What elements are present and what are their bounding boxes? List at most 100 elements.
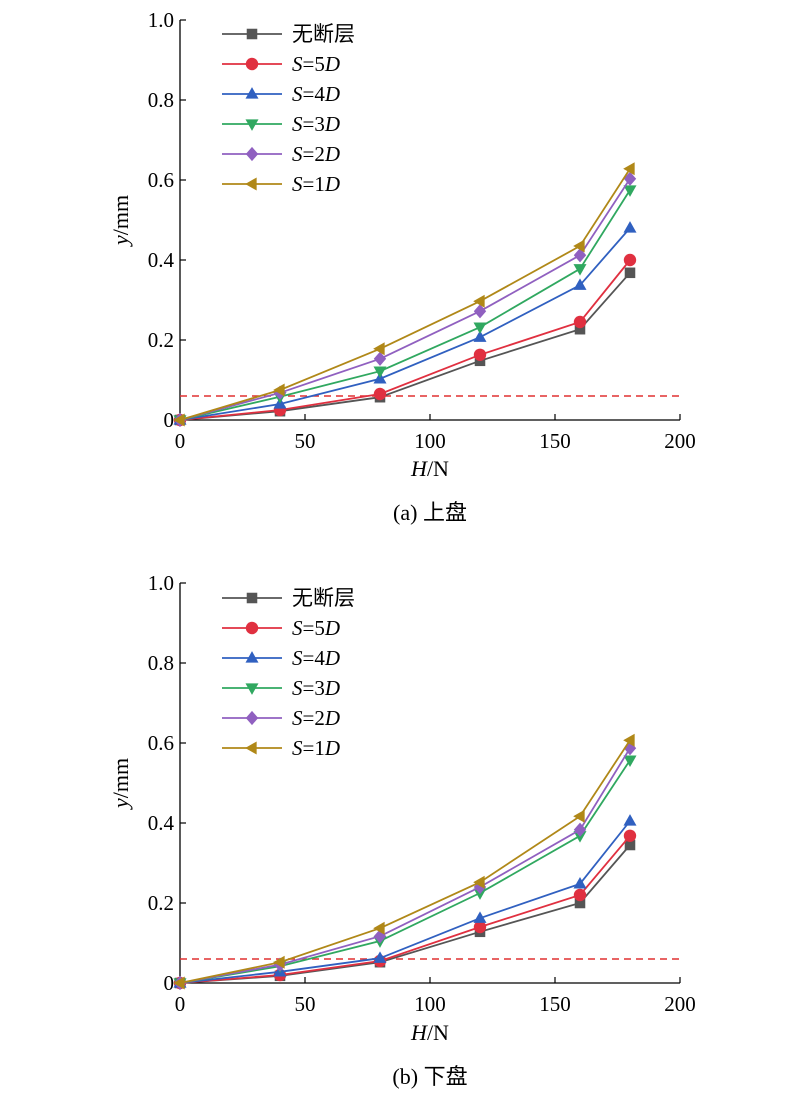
legend-marker: [245, 651, 259, 663]
legend-label: S=2D: [292, 706, 340, 730]
data-point: [623, 829, 637, 842]
legend-marker: [245, 710, 259, 726]
data-point: [273, 383, 285, 397]
legend-label: 无断层: [292, 586, 355, 610]
y-tick-label: 0.6: [148, 731, 174, 755]
data-point: [373, 921, 385, 935]
data-point: [574, 323, 586, 335]
y-tick-label: 1.0: [148, 571, 174, 595]
legend-marker: [246, 28, 258, 40]
y-tick-label: 1.0: [148, 8, 174, 32]
data-point: [573, 876, 587, 889]
x-tick-label: 150: [539, 992, 571, 1016]
y-axis-title: y/mm: [108, 758, 133, 810]
data-point: [623, 814, 637, 826]
data-point: [623, 253, 637, 267]
data-point: [473, 920, 487, 934]
data-point: [473, 911, 487, 923]
legend-label: S=4D: [292, 646, 340, 670]
legend-marker: [245, 146, 259, 162]
data-point: [623, 733, 635, 747]
x-tick-label: 100: [414, 429, 446, 453]
data-point: [373, 366, 387, 379]
data-point: [473, 294, 485, 308]
legend-label: S=1D: [292, 172, 340, 196]
legend-label: S=2D: [292, 142, 340, 166]
data-point: [373, 387, 387, 401]
series-line: [179, 739, 631, 984]
y-axis-title: y/mm: [108, 195, 133, 247]
x-axis-title: H/N: [410, 1020, 449, 1045]
legend-label: S=4D: [292, 82, 340, 106]
data-point: [573, 315, 587, 329]
series-line: [179, 844, 631, 984]
data-point: [623, 185, 637, 197]
legend-label: S=5D: [292, 52, 340, 76]
plot-area: 0 0.2 0.4 0.6 0.8 1.0 0 50 100 150 200 无断层 S=5D S=4D S…: [148, 571, 696, 1016]
series-line: [179, 227, 631, 421]
legend-marker: [246, 592, 258, 604]
series-line: [179, 168, 631, 421]
data-point: [573, 278, 587, 290]
data-point: [573, 239, 585, 253]
x-tick-label: 100: [414, 992, 446, 1016]
data-point: [473, 330, 487, 342]
x-tick-label: 50: [295, 992, 316, 1016]
data-point: [473, 322, 487, 335]
data-point: [473, 348, 487, 361]
series-line: [179, 835, 631, 984]
x-tick-label: 50: [295, 429, 316, 453]
data-point: [373, 951, 387, 963]
data-point: [373, 342, 385, 356]
data-point: [373, 351, 387, 366]
data-point: [624, 839, 636, 851]
legend-label: S=1D: [292, 736, 340, 760]
panel-caption: (b) 下盘: [392, 1064, 467, 1089]
y-tick-label: 0.8: [148, 88, 174, 112]
x-tick-label: 200: [664, 992, 696, 1016]
data-point: [473, 875, 485, 889]
x-tick-label: 200: [664, 429, 696, 453]
legend-marker: [245, 119, 259, 131]
legend-marker: [245, 177, 257, 191]
y-tick-label: 0.2: [148, 891, 174, 915]
panel-caption: (a) 上盘: [393, 500, 467, 525]
legend-marker: [245, 57, 259, 71]
data-point: [623, 755, 637, 768]
x-tick-label: 0: [175, 429, 186, 453]
chart-panel-upper: 0 0.2 0.4 0.6 0.8 1.0 0 50 100 150 200 无断层 S=5D S=4D S…: [108, 8, 696, 525]
series-line: [179, 747, 631, 984]
series-line: [179, 178, 631, 421]
data-point: [573, 264, 587, 276]
legend-label: S=3D: [292, 112, 340, 136]
data-point: [624, 267, 636, 279]
series-line: [179, 272, 631, 421]
y-tick-label: 0.2: [148, 328, 174, 352]
series-line: [179, 759, 631, 984]
data-point: [574, 897, 586, 909]
x-tick-label: 150: [539, 429, 571, 453]
y-tick-label: 0.4: [148, 811, 175, 835]
legend-label: S=3D: [292, 676, 340, 700]
data-point: [273, 955, 285, 969]
plot-area: 0 0.2 0.4 0.6 0.8 1.0 0 50 100 150 200 无断层 S=5D S=4D S…: [148, 8, 696, 453]
y-tick-label: 0.4: [148, 248, 175, 272]
data-point: [573, 822, 587, 837]
y-tick-label: 0: [164, 971, 175, 995]
y-tick-label: 0.6: [148, 168, 174, 192]
data-point: [173, 976, 185, 990]
legend-label: 无断层: [292, 22, 355, 46]
x-axis-title: H/N: [410, 456, 449, 481]
legend-label: S=5D: [292, 616, 340, 640]
legend-marker: [245, 741, 257, 755]
series-line: [179, 189, 631, 421]
data-point: [573, 888, 587, 902]
data-point: [573, 248, 587, 263]
data-point: [573, 809, 585, 823]
data-point: [623, 162, 635, 176]
chart-panel-lower: 0 0.2 0.4 0.6 0.8 1.0 0 50 100 150 200 无断层 S=5D S=4D S…: [108, 571, 696, 1089]
legend-marker: [245, 87, 259, 99]
legend-marker: [245, 683, 259, 695]
data-point: [173, 413, 185, 427]
